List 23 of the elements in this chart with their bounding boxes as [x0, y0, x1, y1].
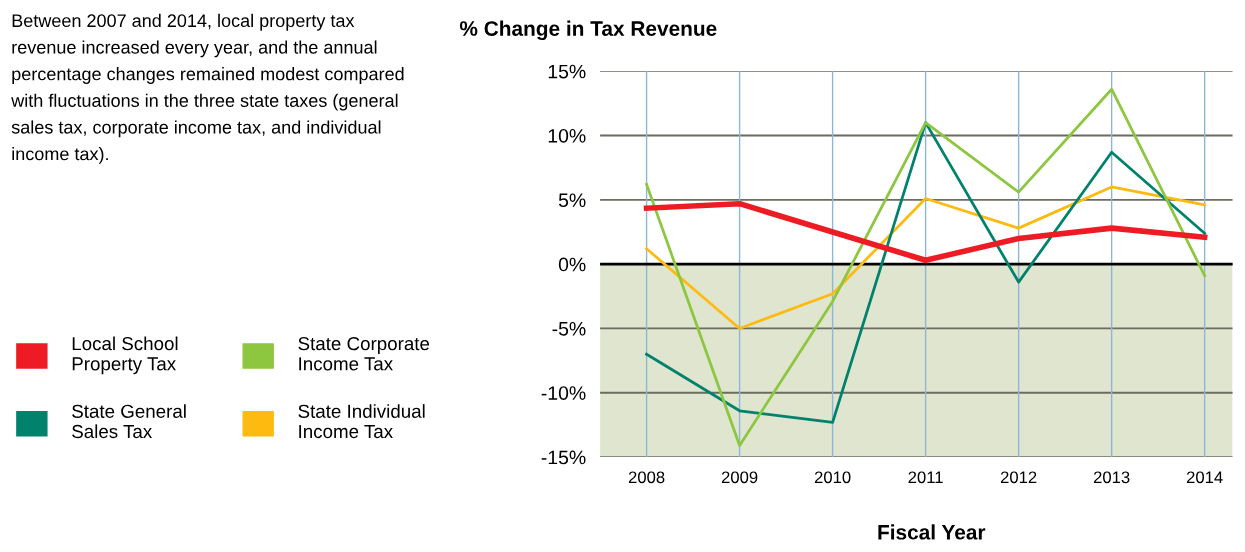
y-tick-label: 15% [548, 64, 586, 79]
x-tick-label: 2010 [814, 471, 851, 484]
x-tick-label: 2014 [1186, 471, 1223, 484]
text: Between 2007 and 2014, local property tax revenue increased every year, and the annual percentage changes remained modest compared with fluctuations in the three state taxes (general sales tax, corporate income tax, and individual income tax). [11, 13, 404, 164]
y-tick-label: 0% [558, 257, 586, 272]
legend-label: Local School Property Tax [72, 336, 178, 375]
line-series [645, 185, 1207, 330]
y-tick-label: -15% [541, 450, 586, 465]
x-tick-label: 2013 [1093, 471, 1130, 484]
line-series [645, 87, 1207, 447]
legend-label: State General Sales Tax [72, 404, 186, 439]
legend-label: State Individual Income Tax [298, 404, 425, 439]
x-axis-title: Fiscal Year [878, 524, 986, 540]
y-tick-label: -10% [541, 386, 586, 400]
y-tick-label: 10% [548, 128, 586, 143]
chart-title: % Change in Tax Revenue [459, 20, 717, 41]
x-tick-label: 2008 [628, 471, 665, 484]
x-tick-label: 2011 [908, 471, 943, 484]
y-tick-label: 5% [558, 193, 586, 208]
legend-label: State Corporate Income Tax [298, 336, 430, 371]
x-tick-label: 2009 [721, 471, 758, 484]
x-tick-label: 2012 [1000, 471, 1037, 484]
y-tick-label: -5% [552, 321, 586, 336]
